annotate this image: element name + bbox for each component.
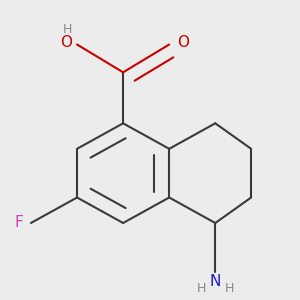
Text: H: H <box>225 282 234 295</box>
Text: N: N <box>210 274 221 289</box>
Text: H: H <box>62 23 72 36</box>
Text: F: F <box>14 215 23 230</box>
Text: O: O <box>177 35 189 50</box>
Text: H: H <box>196 282 206 295</box>
Text: O: O <box>60 35 72 50</box>
